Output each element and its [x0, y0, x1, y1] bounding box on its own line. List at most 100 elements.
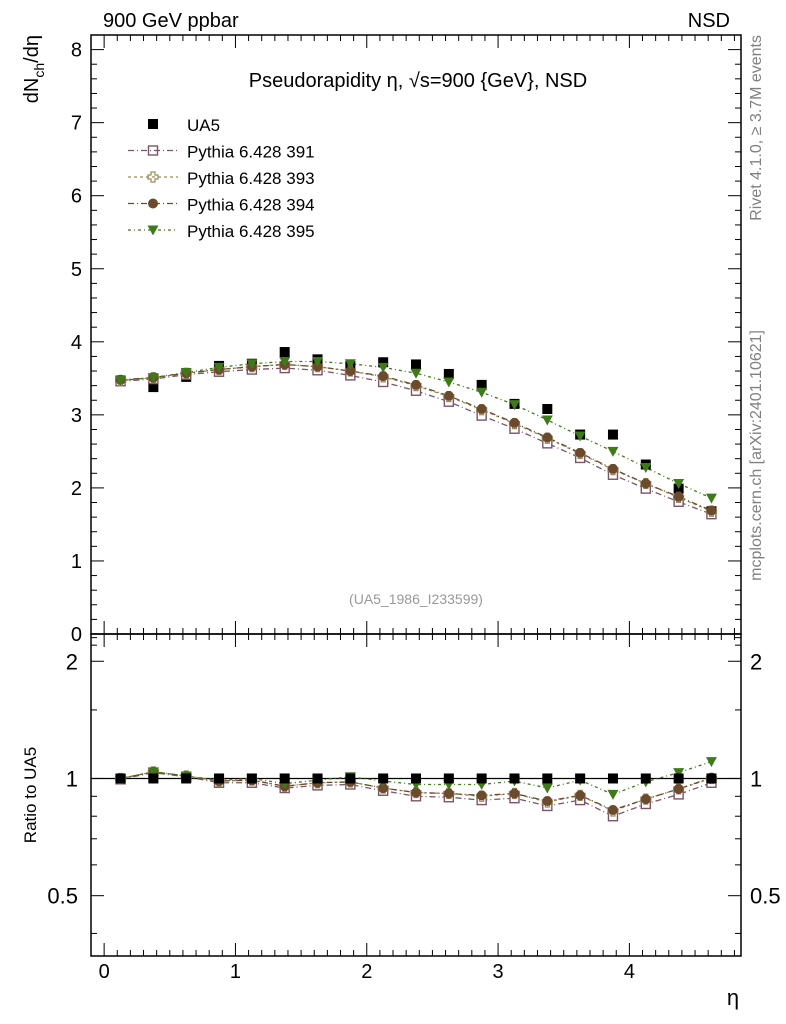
x-tick-label: 2: [361, 961, 372, 983]
main-y-tick-label: 2: [71, 478, 82, 500]
mc-point: [706, 505, 717, 516]
mc-point: [213, 362, 225, 373]
ratio-point: [378, 783, 389, 794]
ratio-data-point: [476, 773, 487, 784]
ratio-data-point: [706, 773, 717, 784]
ratio-point: [509, 788, 520, 799]
mc-point: [443, 377, 455, 388]
data-point: [443, 368, 454, 379]
legend-entry-label: Pythia 6.428 394: [187, 196, 315, 215]
legend-entry-label: Pythia 6.428 395: [187, 222, 315, 241]
main-y-tick-label: 1: [71, 551, 82, 573]
ratio-data-point: [575, 773, 586, 784]
mc-point: [673, 479, 685, 490]
mc-point: [345, 366, 356, 377]
analysis-watermark: (UA5_1986_I233599): [349, 591, 483, 607]
data-point: [476, 379, 487, 390]
mc-point: [541, 415, 553, 426]
ratio-y-tick-label: 2: [66, 649, 78, 674]
plot-title: Pseudorapidity η, √s=900 {GeV}, NSD: [249, 70, 587, 92]
data-point: [279, 347, 290, 358]
ratio-panel-frame: [90, 633, 742, 957]
ratio-y-tick-label: 0.5: [47, 884, 78, 909]
mc-point: [246, 359, 258, 370]
mc-point: [279, 357, 291, 368]
ratio-data-point: [607, 773, 618, 784]
ratio-point: [542, 796, 553, 807]
mc-point: [575, 447, 586, 458]
ratio-data-point: [115, 773, 126, 784]
x-tick-label: 4: [624, 961, 635, 983]
mc-point: [312, 357, 324, 368]
legend-entry-label: UA5: [187, 116, 220, 135]
ratio-point: [575, 790, 586, 801]
ratio-point: [705, 757, 717, 768]
y-axis-label-main: dNch/dη: [21, 35, 47, 103]
main-y-tick-label: 7: [71, 113, 82, 135]
ratio-data-point: [148, 773, 159, 784]
x-tick-label: 1: [230, 961, 241, 983]
ratio-point: [607, 804, 618, 815]
main-y-tick-label: 3: [71, 405, 82, 427]
mc-point: [640, 478, 651, 489]
mc-point: [705, 493, 717, 504]
mc-point: [180, 367, 192, 378]
mc-point: [147, 373, 159, 384]
legend-marker: [147, 225, 159, 236]
ratio-y-tick-label-right: 0.5: [750, 884, 781, 909]
mc-point: [640, 462, 652, 473]
mc-point: [673, 491, 684, 502]
ratio-point: [640, 794, 651, 805]
ratio-data-point: [181, 773, 192, 784]
ratio-point: [673, 768, 685, 779]
ratio-data-point: [640, 773, 651, 784]
ratio-data-point: [214, 773, 225, 784]
ratio-data-point: [411, 773, 421, 784]
mcplots-label: mcplots.cern.ch [arXiv:2401.10621]: [748, 330, 765, 581]
ratio-data-point: [345, 773, 356, 784]
mc-point: [344, 359, 356, 370]
legend-marker: [148, 119, 158, 129]
ratio-point: [443, 788, 454, 799]
data-point: [542, 404, 553, 415]
data-point: [411, 359, 421, 370]
ratio-point: [411, 787, 421, 798]
main-y-tick-label: 5: [71, 259, 82, 281]
ratio-data-point: [378, 773, 389, 784]
x-tick-label: 0: [99, 961, 110, 983]
main-y-tick-label: 4: [71, 332, 82, 354]
mc-point: [476, 404, 487, 415]
ratio-data-point: [542, 773, 553, 784]
main-y-tick-label: 8: [71, 40, 82, 62]
mc-point: [509, 417, 520, 428]
ratio-point: [673, 783, 684, 794]
mc-point: [508, 400, 520, 411]
ratio-point: [147, 767, 159, 778]
mc-point: [607, 463, 618, 474]
ratio-data-point: [673, 773, 684, 784]
mc-point: [542, 432, 553, 443]
mc-point: [476, 387, 488, 398]
mc-point: [443, 390, 454, 401]
x-axis-label: η: [727, 985, 739, 1010]
rivet-version-label: Rivet 4.1.0, ≥ 3.7M events: [748, 35, 765, 221]
mc-point: [378, 371, 389, 382]
ratio-y-tick-label-right: 1: [750, 766, 762, 791]
ratio-data-point: [246, 773, 257, 784]
mc-point: [411, 379, 421, 390]
ratio-data-point: [312, 773, 323, 784]
data-point: [378, 357, 389, 368]
ratio-point: [541, 783, 553, 794]
ratio-point: [476, 790, 487, 801]
mc-point: [115, 376, 127, 387]
y-axis-label-ratio: Ratio to UA5: [21, 747, 40, 843]
x-tick-label: 3: [493, 961, 504, 983]
mc-point: [574, 431, 586, 442]
header-right-label: NSD: [688, 10, 730, 32]
ratio-y-tick-label: 1: [66, 766, 78, 791]
legend-entry-label: Pythia 6.428 393: [187, 169, 315, 188]
ratio-point: [607, 789, 619, 800]
legend-entry-label: Pythia 6.428 391: [187, 143, 315, 162]
ratio-data-point: [509, 773, 520, 784]
